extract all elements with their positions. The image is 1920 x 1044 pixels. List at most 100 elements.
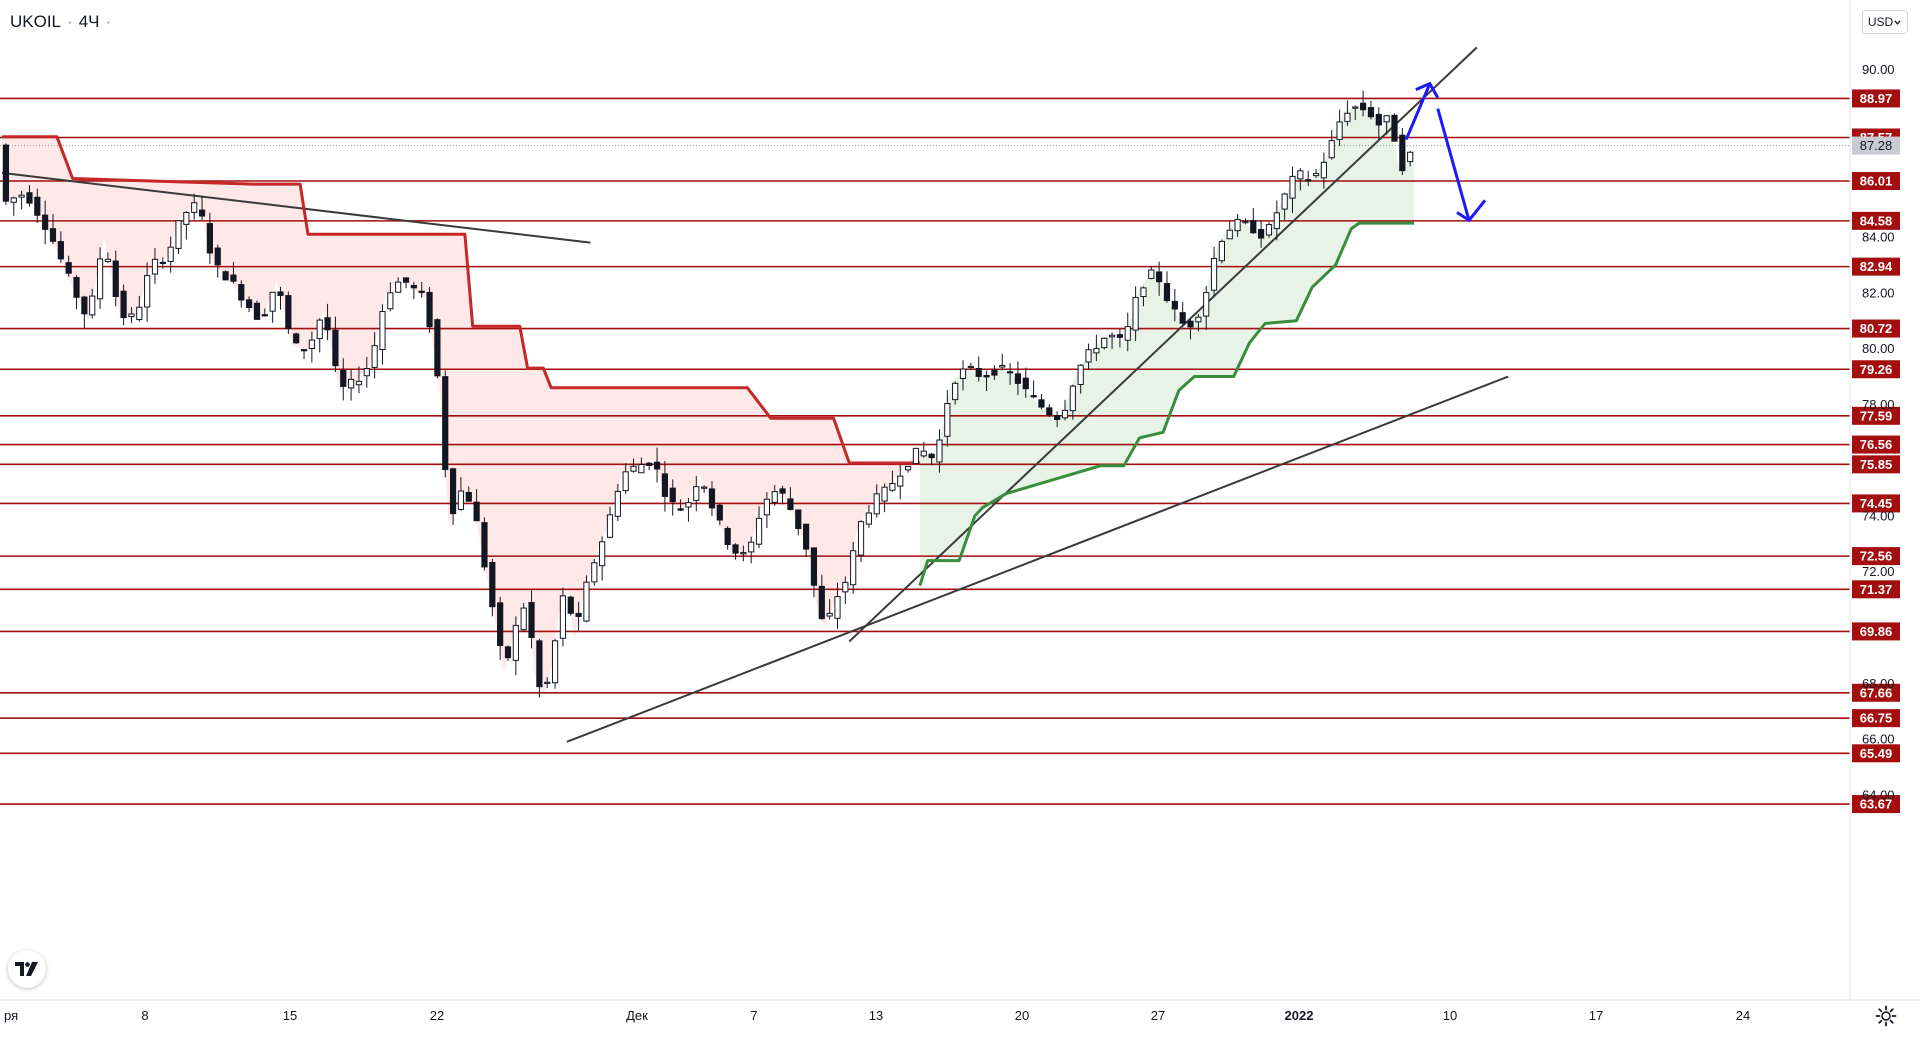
- level-price-label: 79.26: [1860, 362, 1893, 377]
- candle-bull: [1281, 193, 1288, 210]
- tradingview-logo-icon[interactable]: [8, 950, 46, 988]
- level-price-label: 80.72: [1860, 321, 1893, 336]
- candle-bull: [606, 514, 614, 538]
- candle-bear: [1030, 395, 1037, 398]
- currency-label: USD: [1867, 15, 1894, 29]
- candle-bull: [693, 486, 700, 501]
- candle-bull: [1093, 348, 1100, 354]
- candle-bear: [73, 277, 80, 298]
- price-tick-label: 72.00: [1862, 564, 1895, 579]
- time-tick-label: 20: [1015, 1008, 1029, 1023]
- candle-bear: [238, 284, 245, 301]
- candle-bear: [230, 274, 237, 282]
- candle-bear: [340, 369, 347, 387]
- level-price-label: 88.97: [1860, 91, 1893, 106]
- candle-bear: [646, 462, 653, 466]
- currency-select[interactable]: USD: [1862, 10, 1908, 34]
- candle-bear: [112, 260, 119, 297]
- candle-bear: [1038, 399, 1045, 408]
- candle-bull: [865, 512, 872, 525]
- candle-bull: [1407, 151, 1414, 163]
- level-price-tag: [1852, 683, 1900, 702]
- candle-bear: [159, 261, 166, 265]
- candle-bull: [269, 291, 276, 312]
- candle-bull: [638, 463, 645, 474]
- candle-bull: [1148, 269, 1155, 279]
- level-price-label: 86.01: [1860, 174, 1893, 189]
- candle-bull: [379, 311, 386, 351]
- candle-bear: [1156, 271, 1163, 283]
- level-price-tag: [1852, 257, 1900, 276]
- candle-bear: [677, 508, 684, 511]
- symbol-title: UKOIL · 4Ч ·: [10, 12, 117, 32]
- candle-bear: [1163, 283, 1171, 302]
- current-price-tag: [1852, 136, 1900, 155]
- candle-bull: [967, 365, 974, 369]
- level-price-label: 77.59: [1860, 408, 1893, 423]
- candle-bull: [316, 319, 323, 340]
- level-price-label: 76.56: [1860, 437, 1893, 452]
- level-price-label: 71.37: [1860, 582, 1893, 597]
- candle-bear: [449, 468, 457, 515]
- candle-bull: [701, 486, 708, 489]
- candle-bull: [599, 541, 606, 567]
- candle-bear: [528, 601, 535, 639]
- level-price-tag: [1852, 89, 1900, 108]
- candle-bear: [434, 319, 441, 377]
- time-tick-label: 10: [1443, 1008, 1457, 1023]
- candle-bull: [850, 550, 857, 586]
- candle-bear: [65, 262, 72, 274]
- level-price-label: 82.94: [1860, 259, 1893, 274]
- time-tick-label: 17: [1589, 1008, 1603, 1023]
- candle-bull: [395, 281, 402, 293]
- candle-bull: [912, 447, 920, 465]
- trendline: [1, 171, 591, 244]
- candle-bear: [1250, 220, 1257, 234]
- candle-bull: [1265, 224, 1273, 236]
- gear-icon[interactable]: [1874, 1004, 1898, 1028]
- candle-bear: [34, 196, 41, 216]
- price-tick-label: 84.00: [1862, 230, 1895, 245]
- level-price-label: 74.45: [1860, 496, 1893, 511]
- candle-bull: [355, 380, 363, 386]
- candle-bear: [928, 453, 935, 459]
- candle-bull: [512, 624, 519, 661]
- candle-bear: [991, 369, 998, 376]
- time-axis[interactable]: ря 8 15 22 Дек 7 13 20 27 2022 10 17 24: [4, 1008, 1750, 1023]
- candle-bull: [614, 490, 621, 517]
- candle-bull: [1336, 121, 1343, 140]
- candle-bear: [1391, 114, 1398, 142]
- candle-bull: [348, 378, 355, 389]
- candle-bear: [324, 317, 331, 331]
- candle-bull: [1195, 316, 1202, 323]
- price-tick-label: 74.00: [1862, 508, 1895, 523]
- price-axis[interactable]: 88.9787.5786.0184.5882.9480.7279.2677.59…: [1852, 62, 1900, 814]
- candle-bull: [1352, 106, 1359, 109]
- price-tick-label: 82.00: [1862, 285, 1895, 300]
- price-tick-label: 80.00: [1862, 341, 1895, 356]
- candle-bear: [497, 602, 504, 646]
- candle-bear: [779, 488, 786, 494]
- candle-bull: [136, 306, 143, 321]
- candle-bull: [897, 475, 904, 487]
- candle-bear: [426, 291, 433, 328]
- level-price-label: 72.56: [1860, 549, 1893, 564]
- time-tick-label: 15: [283, 1008, 297, 1023]
- level-price-label: 67.66: [1860, 685, 1893, 700]
- candle-bull: [1069, 385, 1076, 412]
- candle-bear: [253, 302, 261, 320]
- price-tick-label: 68.00: [1862, 676, 1895, 691]
- candle-bear: [818, 585, 825, 620]
- supertrend-layer: [2, 135, 1415, 587]
- candle-bull: [1234, 218, 1241, 232]
- candle-bull: [457, 490, 465, 510]
- candle-bull: [104, 258, 112, 263]
- level-price-tag: [1852, 709, 1900, 728]
- candle-bull: [583, 581, 590, 622]
- candle-bear: [1399, 134, 1406, 172]
- candle-bull: [999, 365, 1006, 368]
- candle-bear: [1116, 334, 1124, 338]
- candle-bear: [206, 223, 213, 254]
- candle-bear: [669, 487, 676, 503]
